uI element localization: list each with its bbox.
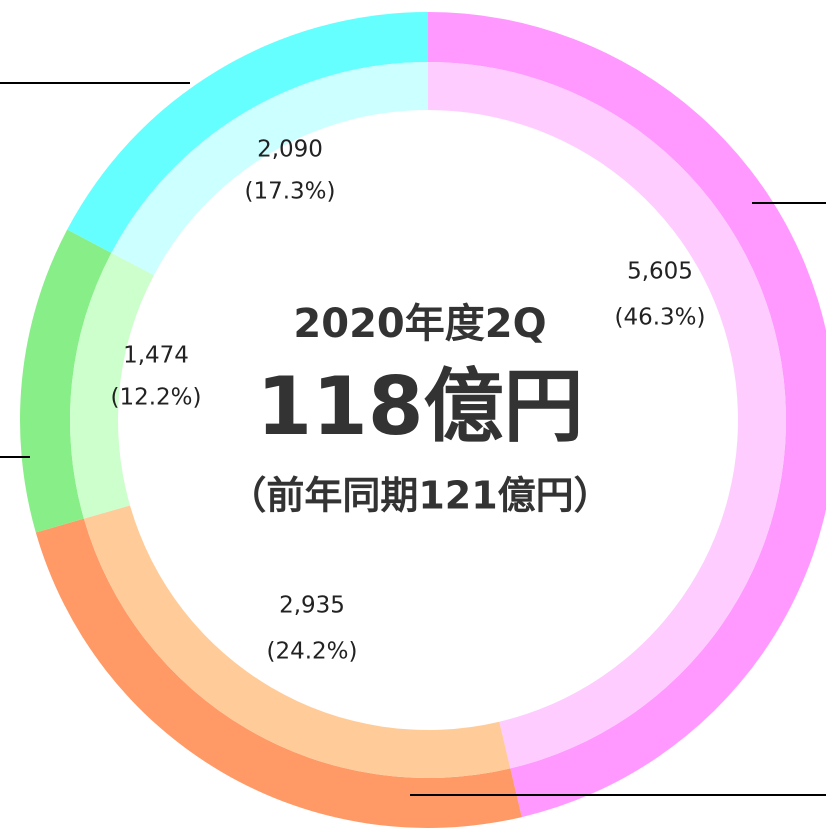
segment-inner [428, 62, 786, 769]
comparison-label: （前年同期121億円） [228, 474, 611, 518]
segment [19, 229, 154, 533]
total-label: 118億円 [257, 360, 584, 453]
segment-outer [35, 518, 522, 828]
value-label: 1,474 [123, 343, 189, 369]
segment-outer [428, 12, 826, 818]
value-label: 2,935 [279, 593, 345, 619]
value-label: 5,605 [627, 259, 693, 285]
percentage-label: (24.2%) [266, 639, 357, 665]
segment-inner [111, 62, 428, 276]
chart-title: 2020年度2Q [293, 301, 546, 347]
percentage-label: (17.3%) [244, 179, 335, 205]
value-label: 2,090 [257, 137, 323, 163]
percentage-label: (46.3%) [614, 305, 705, 331]
segment-inner [83, 505, 511, 778]
segment [428, 12, 826, 818]
percentage-label: (12.2%) [110, 385, 201, 411]
segment [67, 12, 429, 276]
segment-outer [19, 229, 112, 533]
segment-outer [67, 12, 429, 253]
segment [35, 505, 522, 828]
segment-inner [70, 252, 154, 519]
donut [19, 12, 826, 828]
